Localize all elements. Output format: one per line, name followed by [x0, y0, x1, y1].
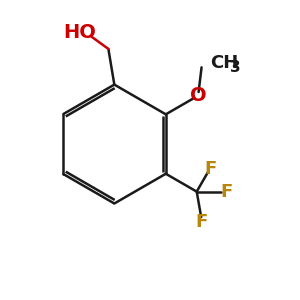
Text: F: F: [204, 160, 216, 178]
Text: HO: HO: [64, 23, 97, 42]
Text: F: F: [195, 212, 208, 230]
Text: 3: 3: [230, 60, 240, 75]
Text: CH: CH: [211, 54, 239, 72]
Text: F: F: [220, 183, 232, 201]
Text: O: O: [190, 86, 207, 105]
